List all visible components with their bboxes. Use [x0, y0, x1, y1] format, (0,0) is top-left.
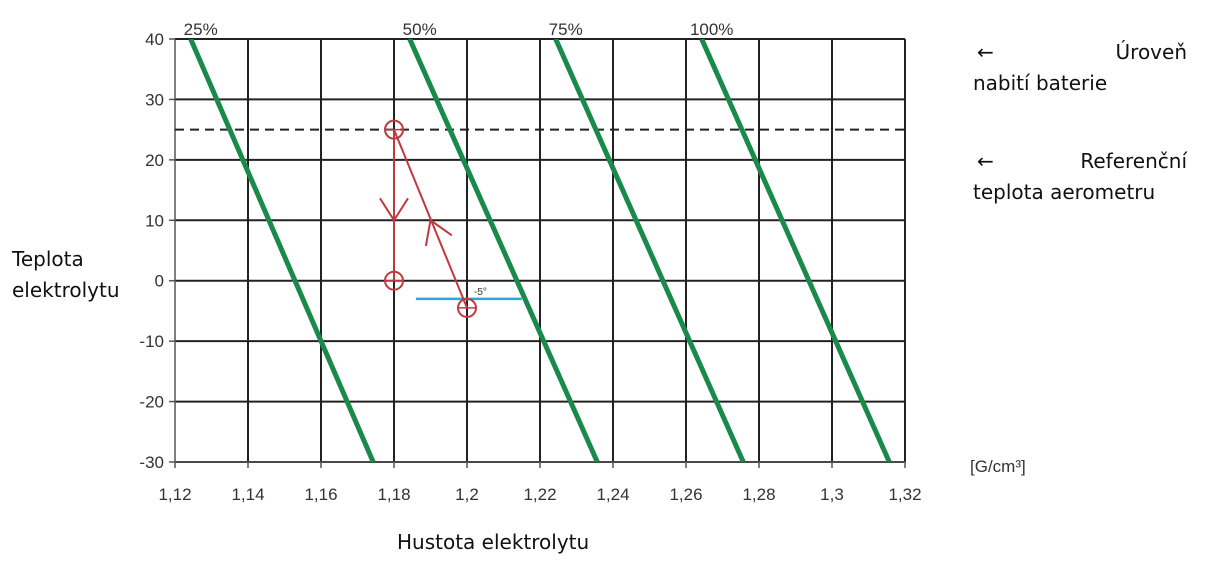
legend-charge-level-word: Úroveň	[1115, 40, 1187, 64]
x-tick-label: 1,3	[820, 485, 844, 504]
x-axis-label: Hustota elektrolytu	[397, 530, 590, 554]
x-tick-label: 1,14	[231, 485, 264, 504]
y-axis-label-line-1: Teplota	[12, 247, 84, 271]
y-tick-label: 10	[145, 211, 164, 230]
x-tick-label: 1,26	[669, 485, 702, 504]
series-line	[553, 39, 746, 462]
x-tick-label: 1,22	[523, 485, 556, 504]
x-tick-label: 1,12	[158, 485, 191, 504]
annotation-path-line	[393, 129, 468, 309]
left-arrow-icon: ←	[977, 40, 994, 64]
legend-reference-temperature-word: Referenční	[1080, 149, 1187, 173]
series-label: 25%	[184, 20, 218, 39]
legend-reference-temperature: ← Referenční teplota aerometru	[973, 146, 1187, 208]
legend-reference-temperature-line2: teplota aerometru	[973, 180, 1156, 204]
y-tick-label: -30	[139, 453, 164, 472]
x-tick-label: 1,18	[377, 485, 410, 504]
y-tick-label: 0	[155, 272, 164, 291]
y-tick-label: 20	[145, 151, 164, 170]
x-tick-label: 1,24	[596, 485, 629, 504]
y-axis-label: Teplota elektrolytu	[12, 244, 120, 306]
series-label: 75%	[549, 20, 583, 39]
series-line	[188, 39, 376, 462]
series-line	[699, 39, 892, 462]
annotation-arrowhead	[424, 218, 453, 247]
series-label: 50%	[403, 20, 437, 39]
y-axis-label-line-2: elektrolytu	[12, 278, 120, 302]
left-arrow-icon: ←	[977, 149, 994, 173]
series-label: 100%	[690, 20, 733, 39]
y-tick-label: -20	[139, 393, 164, 412]
x-tick-label: 1,16	[304, 485, 337, 504]
unit-label: [G/cm³]	[970, 457, 1026, 476]
cooling-marker-label: -5°	[474, 287, 487, 298]
x-tick-label: 1,28	[742, 485, 775, 504]
x-tick-label: 1,32	[888, 485, 921, 504]
annotation-arrowhead	[379, 197, 409, 223]
y-tick-label: 30	[145, 90, 164, 109]
legend-charge-level: ← Úroveň nabití baterie	[973, 37, 1187, 99]
x-tick-label: 1,2	[455, 485, 479, 504]
y-tick-label: 40	[145, 30, 164, 49]
legend-charge-level-line2: nabití baterie	[973, 71, 1108, 95]
y-tick-label: -10	[139, 332, 164, 351]
series-line	[407, 39, 600, 462]
